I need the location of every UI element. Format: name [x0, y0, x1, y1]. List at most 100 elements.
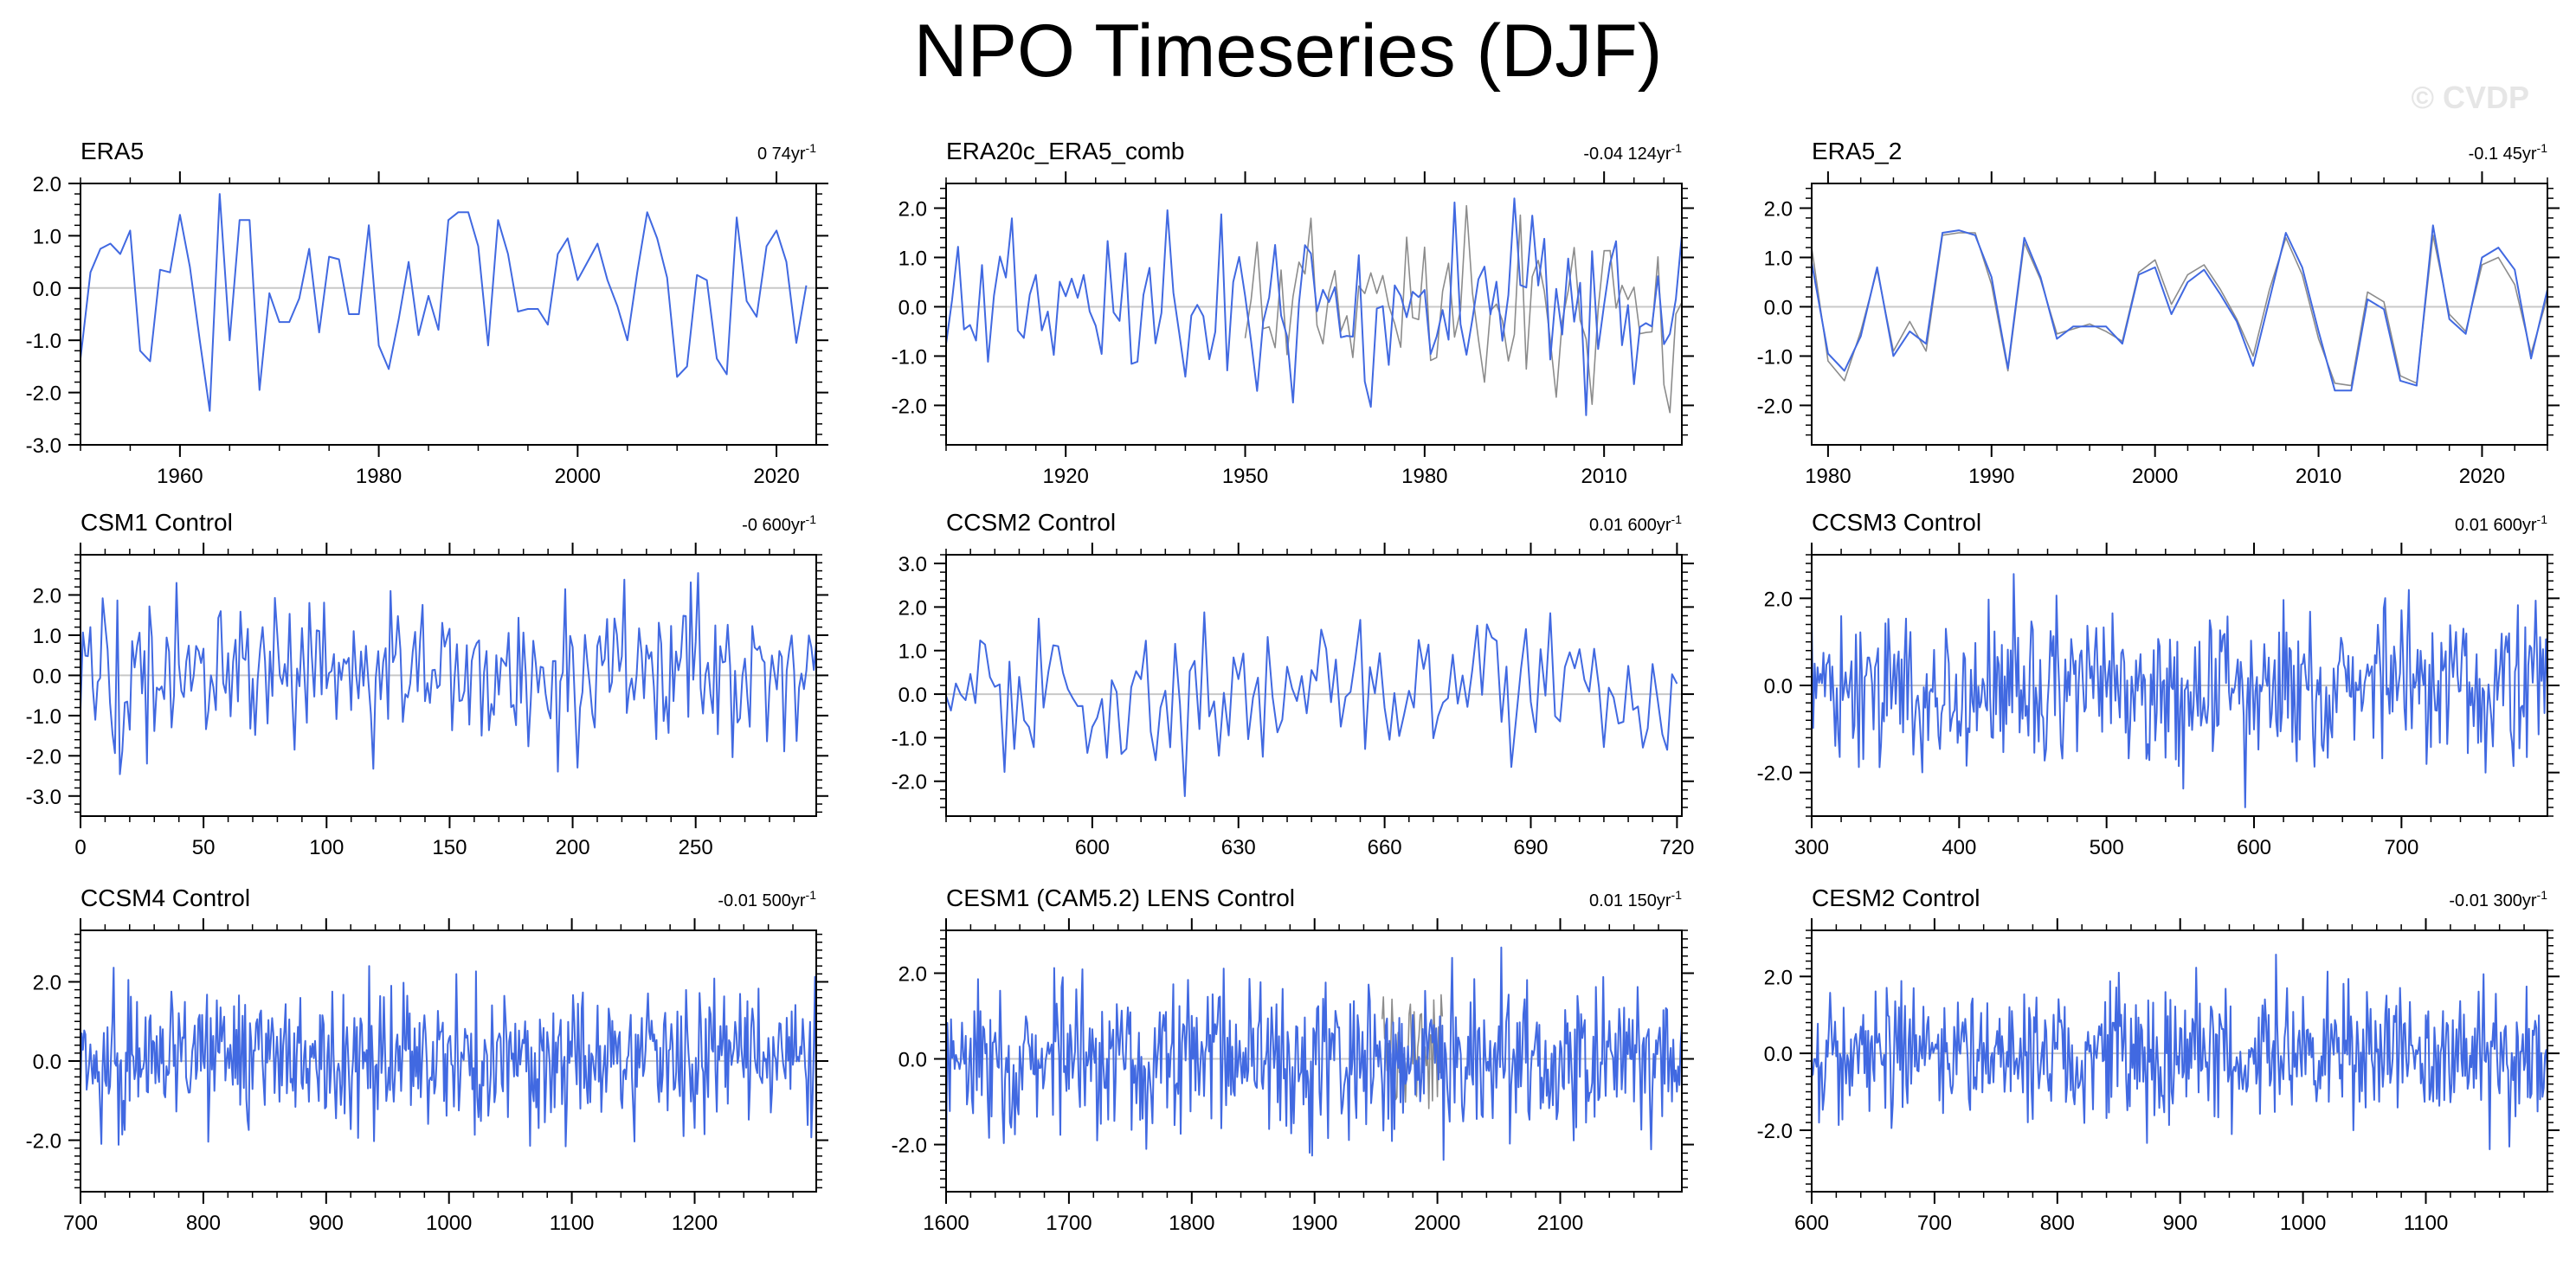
y-tick-label: -2.0 — [26, 745, 61, 769]
series-line — [80, 572, 817, 775]
y-tick-label: 1.0 — [1764, 247, 1793, 270]
y-tick-label: -2.0 — [892, 771, 927, 794]
y-tick-label: 2.0 — [33, 584, 61, 608]
x-tick-label: 1200 — [672, 1212, 718, 1235]
plot-frame — [945, 554, 1683, 817]
y-tick-label: -1.0 — [892, 727, 927, 750]
y-tick-label: 3.0 — [898, 553, 927, 576]
x-tick-label: 1950 — [1222, 465, 1268, 488]
x-tick-label: 1100 — [550, 1212, 595, 1235]
x-tick-label: 1000 — [2280, 1212, 2326, 1235]
series-line — [1811, 954, 2548, 1150]
x-tick-label: 900 — [2163, 1212, 2198, 1235]
x-tick-label: 100 — [309, 836, 344, 859]
y-tick-label: -2.0 — [1757, 395, 1793, 418]
panel-title: CCSM2 Control — [946, 509, 1116, 536]
x-tick-label: 2010 — [2296, 465, 2341, 488]
x-tick-label: 660 — [1368, 836, 1402, 859]
panel-title: CSM1 Control — [80, 509, 233, 536]
panel-3: ERA5_2 -0.1 45yr-1 2.0 1.0 0.0 -1.0 -2.0 1980 19… — [1757, 138, 2560, 488]
x-tick-label: 300 — [1794, 836, 1829, 859]
panel-9: CESM2 Control -0.01 300yr-1 2.0 0.0 -2.0 600 7… — [1757, 884, 2560, 1235]
series-line — [80, 965, 817, 1148]
comparison-series-line — [1811, 232, 2548, 387]
x-tick-label: 690 — [1513, 836, 1548, 859]
series-line — [945, 946, 1683, 1171]
series-line — [945, 197, 1683, 416]
y-tick-label: 0.0 — [33, 665, 61, 688]
trend-label: -0.01 500yr-1 — [718, 888, 816, 910]
trend-label: -0.01 300yr-1 — [2449, 888, 2547, 910]
x-tick-label: 900 — [309, 1212, 344, 1235]
panel-title: CESM2 Control — [1812, 884, 1980, 911]
y-tick-label: -1.0 — [26, 330, 61, 353]
x-tick-label: 2020 — [2459, 465, 2505, 488]
trend-label: 0.01 600yr-1 — [2455, 512, 2547, 535]
series-line — [945, 611, 1678, 797]
plot-frame — [1811, 183, 2548, 446]
plot-frame — [945, 183, 1683, 446]
y-tick-label: 1.0 — [33, 225, 61, 248]
plot-frame — [80, 554, 817, 817]
cvdp-watermark: © CVDP — [2411, 80, 2529, 115]
x-tick-label: 1980 — [1401, 465, 1447, 488]
x-tick-label: 1800 — [1169, 1212, 1214, 1235]
x-tick-label: 1700 — [1046, 1212, 1092, 1235]
x-tick-label: 600 — [2237, 836, 2271, 859]
trend-label: -0.04 124yr-1 — [1583, 141, 1682, 164]
panel-6: CCSM3 Control 0.01 600yr-1 2.0 0.0 -2.0 300 40… — [1757, 509, 2560, 859]
panel-title: CCSM3 Control — [1812, 509, 1981, 536]
y-tick-label: 2.0 — [33, 971, 61, 994]
x-tick-label: 1000 — [426, 1212, 472, 1235]
plot-frame — [80, 183, 817, 446]
panel-8: CESM1 (CAM5.2) LENS Control 0.01 150yr-1 2… — [892, 884, 1694, 1235]
x-tick-label: 1600 — [923, 1212, 969, 1235]
x-tick-label: 700 — [1917, 1212, 1952, 1235]
x-tick-label: 500 — [2090, 836, 2124, 859]
y-tick-label: 0.0 — [33, 278, 61, 301]
x-tick-label: 200 — [556, 836, 590, 859]
panel-title: ERA20c_ERA5_comb — [946, 138, 1184, 164]
x-tick-label: 2100 — [1537, 1212, 1583, 1235]
x-tick-label: 1920 — [1043, 465, 1089, 488]
x-tick-label: 150 — [432, 836, 467, 859]
comparison-series-line — [1244, 204, 1683, 414]
y-tick-label: 2.0 — [1764, 966, 1793, 989]
series-line — [1811, 224, 2548, 392]
y-tick-label: -3.0 — [26, 786, 61, 809]
x-tick-label: 2000 — [1414, 1212, 1460, 1235]
panel-title: ERA5_2 — [1812, 138, 1902, 164]
x-tick-label: 630 — [1221, 836, 1256, 859]
series-line — [1811, 573, 2548, 808]
y-tick-label: -2.0 — [892, 1135, 927, 1158]
x-tick-label: 720 — [1659, 836, 1694, 859]
y-tick-label: -2.0 — [1757, 1120, 1793, 1143]
y-tick-label: 1.0 — [33, 625, 61, 648]
panel-5: CCSM2 Control 0.01 600yr-1 3.0 2.0 1.0 0.0 -1.… — [892, 509, 1695, 859]
x-tick-label: 800 — [186, 1212, 221, 1235]
x-tick-label: 700 — [63, 1212, 98, 1235]
x-tick-label: 1990 — [1968, 465, 2014, 488]
x-tick-label: 50 — [192, 836, 216, 859]
panel-4: CSM1 Control -0 600yr-1 2.0 1.0 0.0 -1.0 -2.0 -… — [26, 509, 828, 859]
y-tick-label: -3.0 — [26, 434, 61, 458]
panel-title: CCSM4 Control — [80, 884, 250, 911]
y-tick-label: 0.0 — [33, 1051, 61, 1074]
y-tick-label: -2.0 — [1757, 762, 1793, 786]
x-tick-label: 2010 — [1581, 465, 1626, 488]
y-tick-label: 0.0 — [898, 1049, 927, 1072]
y-tick-label: -1.0 — [1757, 345, 1793, 369]
y-tick-label: 0.0 — [1764, 296, 1793, 319]
y-tick-label: -2.0 — [26, 1130, 61, 1154]
y-tick-label: -1.0 — [26, 705, 61, 729]
panel-title: ERA5 — [80, 138, 144, 164]
y-tick-label: 0.0 — [1764, 675, 1793, 698]
x-tick-label: 2020 — [753, 465, 799, 488]
y-tick-label: 1.0 — [898, 640, 927, 664]
x-tick-label: 0 — [74, 836, 86, 859]
y-tick-label: 2.0 — [898, 963, 927, 987]
y-tick-label: 2.0 — [1764, 197, 1793, 221]
series-line — [80, 193, 808, 412]
x-tick-label: 1980 — [356, 465, 402, 488]
y-tick-label: 0.0 — [1764, 1043, 1793, 1066]
